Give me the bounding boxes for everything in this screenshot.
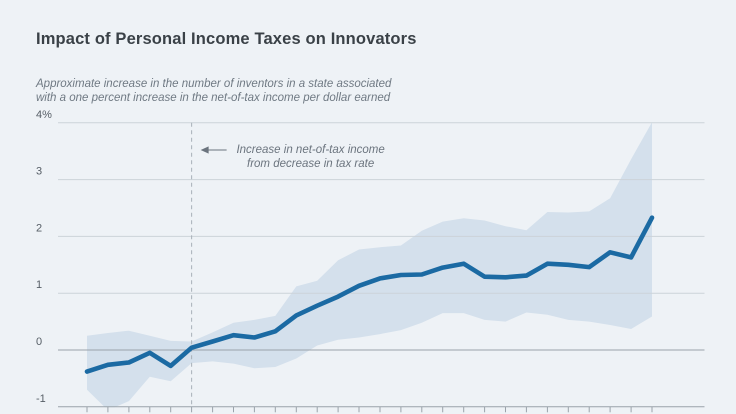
y-tick-label: -1 (36, 393, 46, 405)
chart-subtitle-line1: Approximate increase in the number of in… (36, 78, 392, 90)
annotation-line1: Increase in net-of-tax income (236, 144, 384, 156)
left-arrow-icon (200, 146, 209, 154)
y-tick-label: 1 (36, 279, 42, 291)
x-axis-ticks (86, 406, 653, 413)
y-tick-label: 0 (36, 336, 42, 348)
y-tick-label: 2 (36, 222, 42, 234)
page-title: Impact of Personal Income Taxes on Innov… (36, 30, 417, 48)
chart-subtitle-line2: with a one percent increase in the net-o… (36, 92, 391, 104)
annotation-line2: from decrease in tax rate (247, 158, 374, 170)
chart-subtitle: Approximate increase in the number of in… (36, 77, 391, 105)
annotation: Increase in net-of-tax income from decrea… (200, 144, 385, 170)
y-tick-label: 3 (36, 166, 42, 178)
y-tick-label: 4% (36, 109, 52, 121)
gridlines (58, 122, 705, 408)
trend-line (84, 215, 655, 374)
y-axis-labels: 4% 3 2 1 0 -1 (36, 109, 52, 405)
